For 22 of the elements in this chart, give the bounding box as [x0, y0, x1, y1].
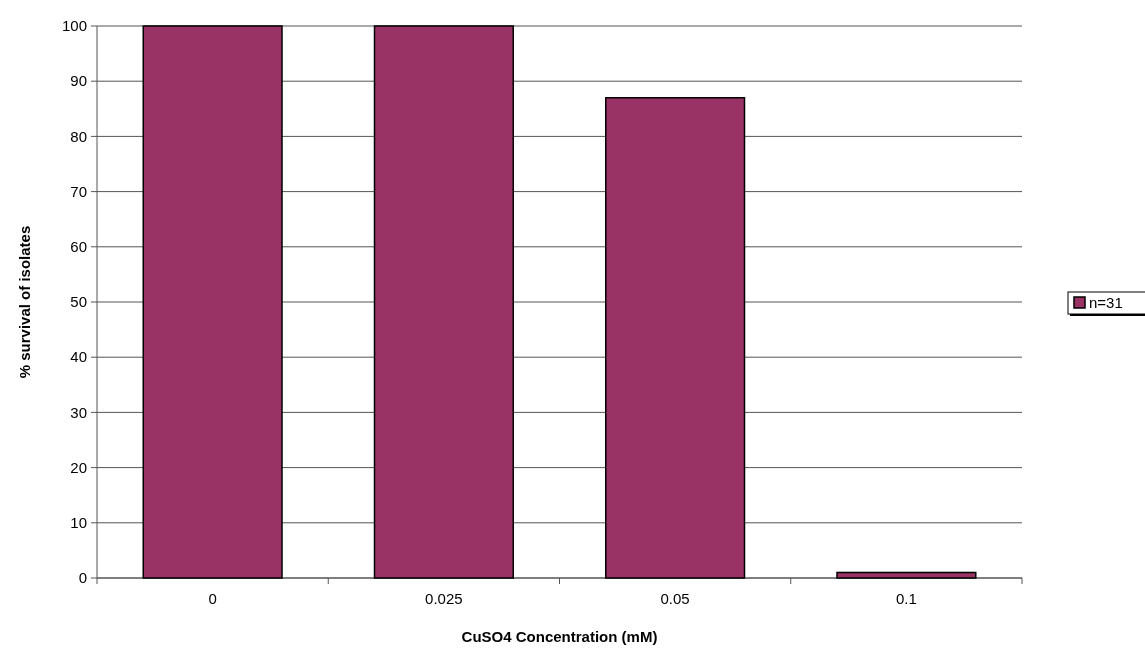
x-tick-label: 0.025: [425, 590, 463, 607]
x-tick-label: 0.1: [895, 590, 917, 607]
x-tick-label: 0: [208, 590, 217, 607]
y-tick-label: 60: [70, 238, 87, 256]
bar: [142, 25, 283, 579]
bar: [605, 97, 746, 579]
legend-label: n=31: [1089, 294, 1123, 312]
y-axis-title: % survival of isolates: [16, 225, 33, 379]
bar: [373, 25, 514, 579]
y-tick-label: 80: [70, 127, 87, 145]
x-tick-label: 0.05: [660, 590, 690, 607]
x-axis-title: CuSO4 Concentration (mM): [461, 628, 658, 645]
y-tick-label: 50: [70, 293, 87, 311]
y-tick-label: 100: [61, 17, 87, 35]
y-tick-label: 10: [70, 514, 87, 532]
y-tick-label: 20: [70, 458, 87, 476]
y-tick-label: 40: [70, 348, 87, 366]
y-tick-label: 70: [70, 182, 87, 200]
bar: [836, 571, 977, 579]
y-tick-label: 0: [78, 569, 87, 587]
y-tick-label: 30: [70, 403, 87, 421]
y-tick-label: 90: [70, 72, 87, 90]
